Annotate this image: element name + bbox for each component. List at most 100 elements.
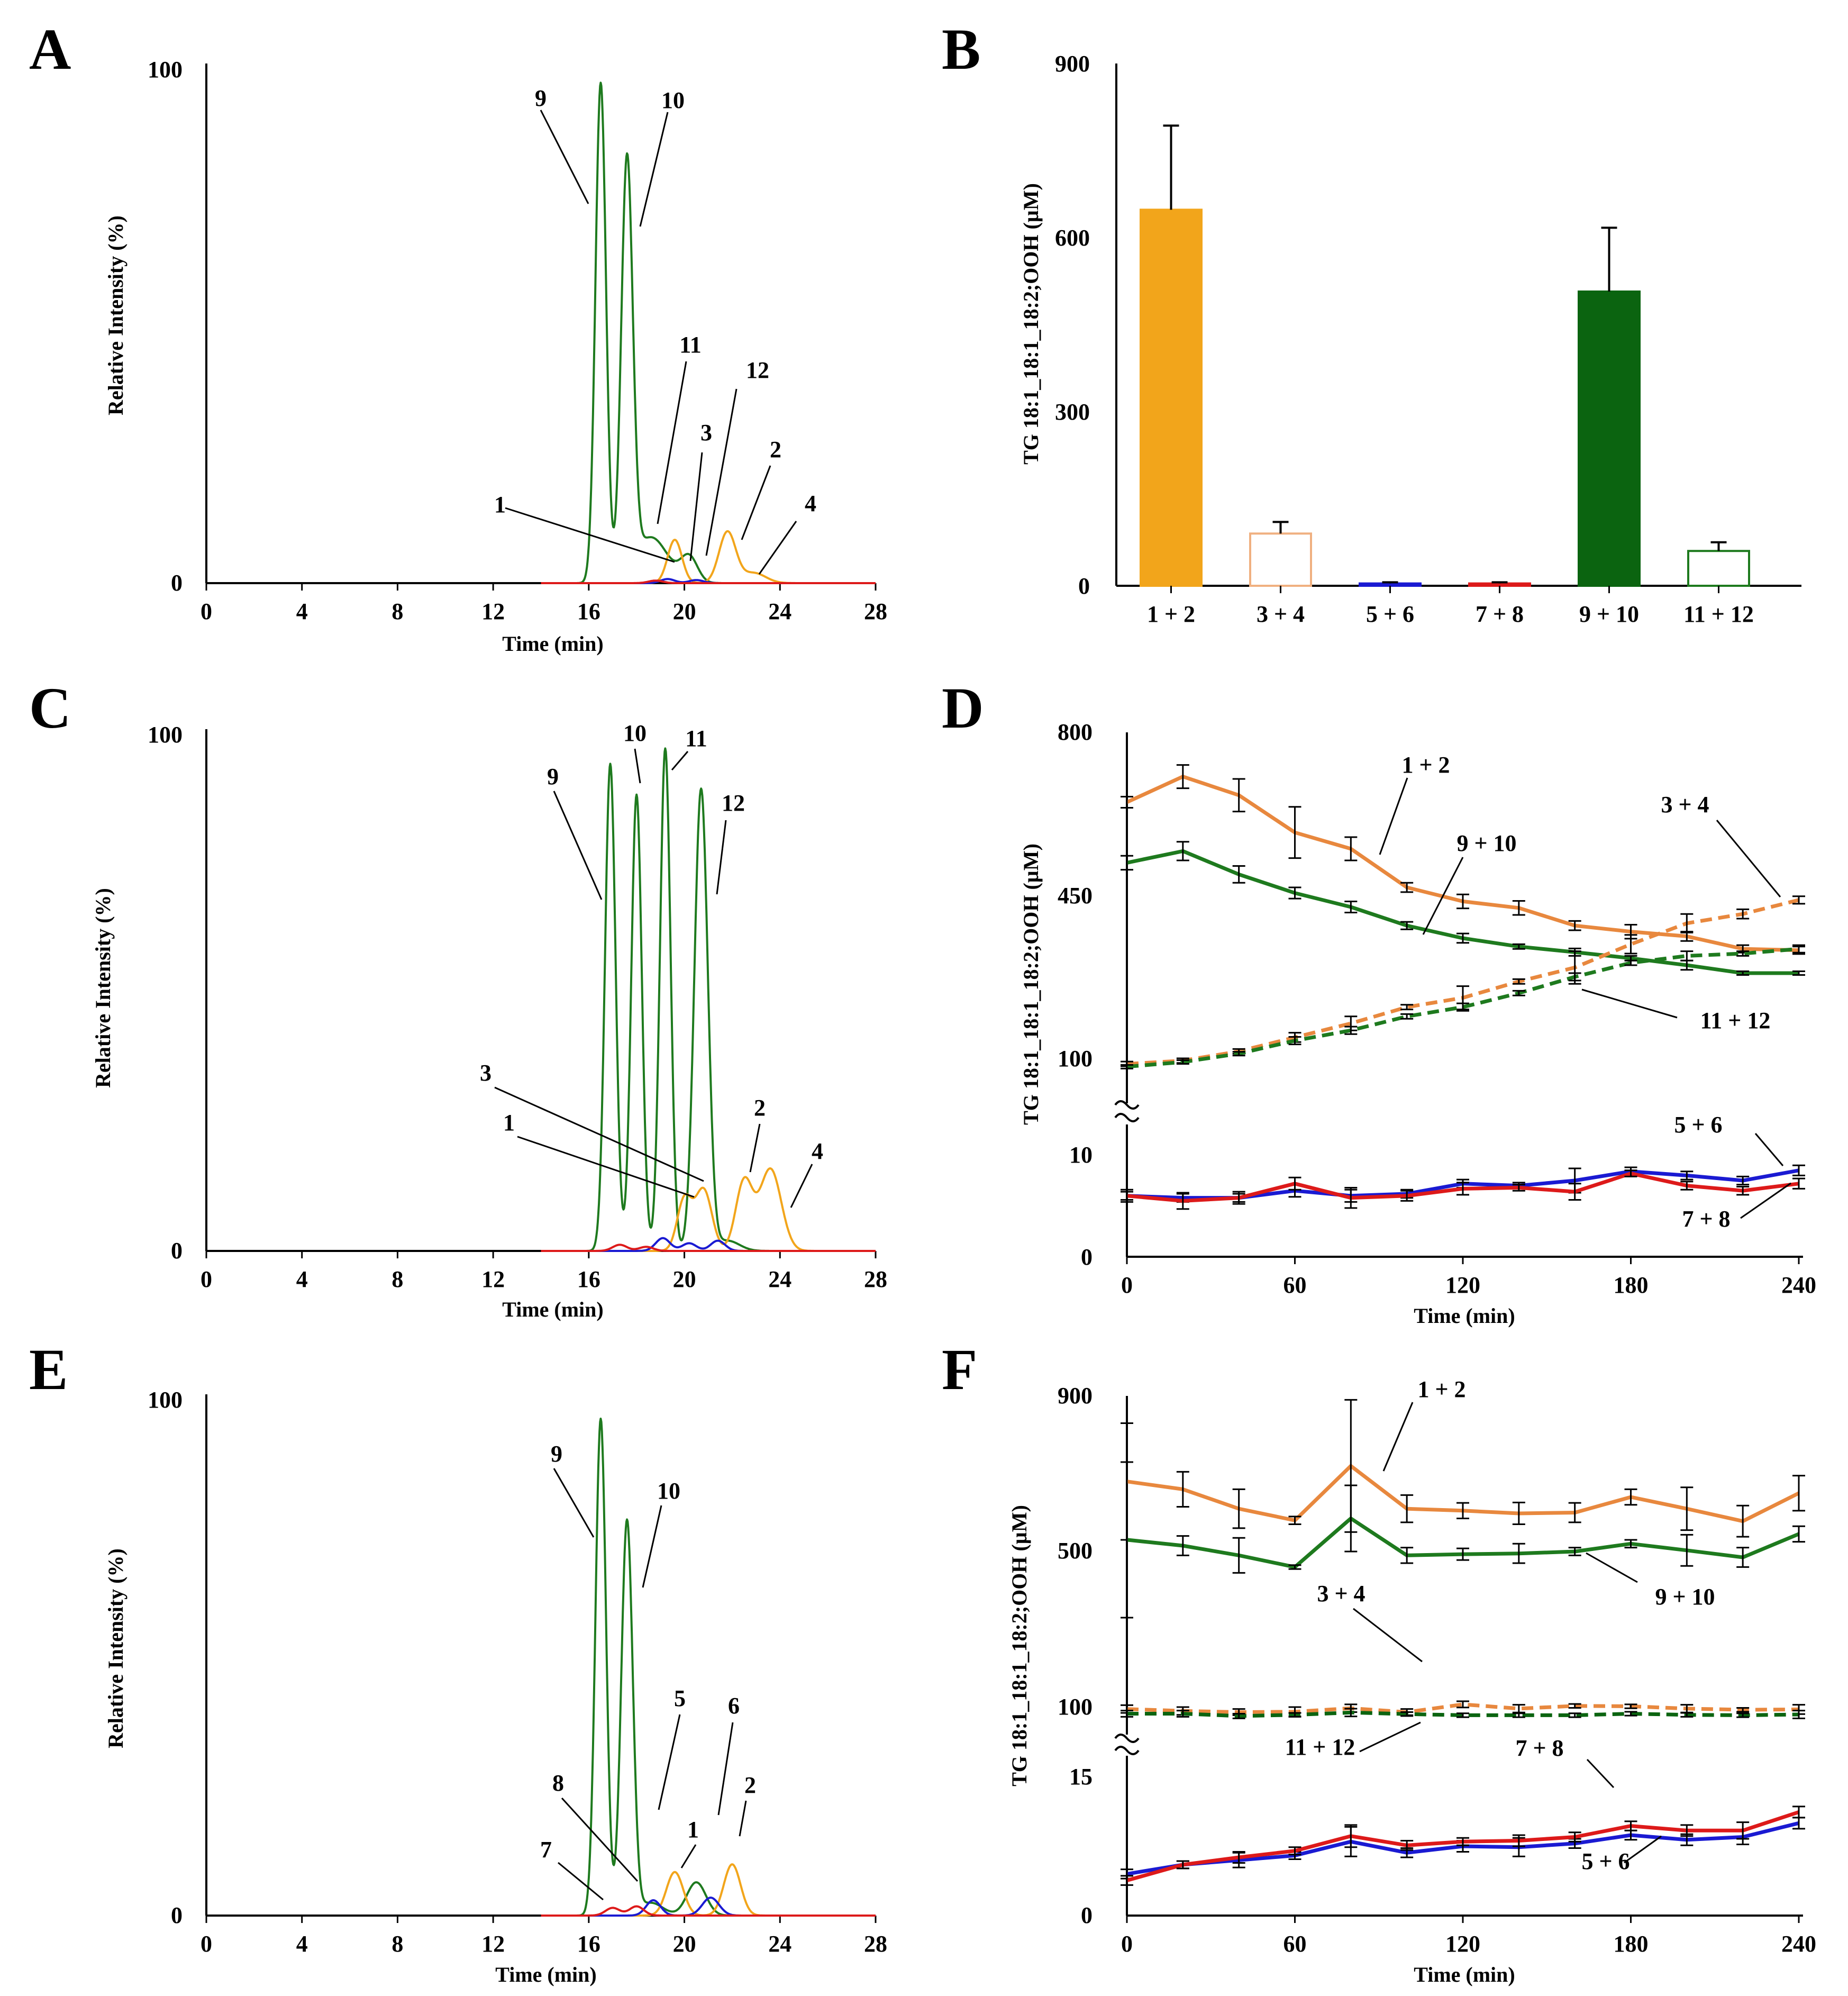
x-tick-label: 28 [864,1266,887,1292]
category-label: 3 + 4 [1257,601,1305,627]
chart-c-annotation: 3 [480,1060,491,1086]
chart-a-xticks: 0 4 8 12 16 20 24 28 [201,583,887,624]
x-tick-label: 8 [392,1266,403,1292]
y-tick-label: 0 [1078,573,1090,599]
chart-f-series-label: 3 + 4 [1317,1581,1365,1607]
category-label: 7 + 8 [1476,601,1524,627]
bar [1140,208,1203,587]
chart-d-ytick: 800 [1058,719,1093,745]
chart-f-series-label: 11 + 12 [1285,1734,1355,1760]
x-tick-label: 20 [673,1931,696,1957]
chart-c-xlabel: Time (min) [502,1298,603,1321]
chart-c-annotation: 9 [547,764,559,790]
chart-f: 900 500 100 15 0 TG 18:1_18:1_18:2;OOH (… [1007,1376,1816,1986]
chart-d-series-label: 1 + 2 [1401,752,1450,778]
chart-d-xticks: 0 60 120 180 240 [1121,1257,1816,1298]
x-tick-label: 4 [296,1266,308,1292]
chart-f-series [1121,1399,1805,1886]
chart-e-ylabel: Relative Intensity (%) [104,1548,128,1748]
chart-d-series-label: 9 + 10 [1456,830,1516,856]
chart-c-traces [540,747,876,1252]
chart-a-annotation: 9 [535,85,547,111]
x-tick-label: 240 [1781,1272,1816,1298]
chart-d-series-label: 7 + 8 [1682,1206,1730,1232]
chart-f-ytick: 0 [1081,1902,1093,1928]
chart-e-annotation: 1 [687,1817,699,1843]
chart-c-annotation: 1 [503,1110,515,1136]
x-tick-label: 180 [1614,1272,1649,1298]
chart-d-series-label: 3 + 4 [1661,792,1709,818]
x-tick-label: 0 [201,598,212,624]
chart-a-annotation: 10 [661,87,685,113]
chart-a-xlabel: Time (min) [502,632,603,656]
x-tick-label: 8 [392,1931,403,1957]
chart-a-leader-lines [505,110,797,575]
chart-f-ytick: 500 [1058,1538,1093,1564]
x-tick-label: 0 [201,1931,212,1957]
x-tick-label: 20 [673,598,696,624]
chart-e-annotation: 9 [551,1441,562,1467]
chart-e-annotation: 2 [744,1772,756,1798]
chart-b-ylabel: TG 18:1_18:1_18:2;OOH (µM) [1019,183,1043,465]
panel-label-d: D [942,676,984,740]
category-label: 11 + 12 [1683,601,1754,627]
chart-a-annotation: 3 [700,420,712,446]
chart-d-ytick: 100 [1058,1046,1093,1072]
x-tick-label: 180 [1614,1931,1649,1957]
x-tick-label: 24 [768,1931,791,1957]
chart-f-xlabel: Time (min) [1414,1963,1515,1986]
chart-d-series [1121,764,1805,1210]
chart-f-xticks: 0 60 120 180 240 [1121,1916,1816,1957]
chart-c-ylabel: Relative Intensity (%) [91,888,115,1088]
chart-e-annotation: 6 [728,1693,740,1719]
chart-c-leader-lines [494,748,813,1208]
chart-f-series-label: 9 + 10 [1655,1584,1715,1610]
x-tick-label: 4 [296,598,308,624]
x-tick-label: 16 [577,1931,600,1957]
panel-label-f: F [942,1337,977,1402]
trace-green [540,81,876,584]
chart-f-ytick: 900 [1058,1383,1093,1409]
x-tick-label: 12 [481,1931,505,1957]
x-tick-label: 60 [1283,1272,1307,1298]
x-tick-label: 16 [577,598,600,624]
trace-red [540,1244,876,1252]
x-tick-label: 12 [481,598,505,624]
chart-e-leader-lines [553,1468,747,1901]
x-tick-label: 20 [673,1266,696,1292]
x-tick-label: 120 [1445,1272,1480,1298]
chart-c-annotation: 11 [685,725,707,751]
chart-a-annotation: 11 [679,332,702,358]
x-tick-label: 120 [1445,1931,1480,1957]
chart-f-leader-lines [1353,1402,1662,1864]
chart-c-xticks: 0 4 8 12 16 20 24 28 [201,1251,887,1292]
chart-a-traces [540,81,876,584]
chart-d-axis-break-icon [1114,1100,1140,1122]
panel-label-a: A [29,17,71,81]
chart-d-ytick: 0 [1081,1244,1093,1270]
chart-c-annotation: 10 [623,720,647,746]
chart-c-ytick: 100 [148,722,183,748]
category-label: 1 + 2 [1147,601,1195,627]
panel-label-b: B [942,17,980,81]
chart-a: 100 0 Relative Intensity (%) Time (min) … [104,57,887,656]
chart-d-series-label: 5 + 6 [1674,1112,1722,1138]
y-tick-label: 300 [1055,399,1090,425]
chart-a-ytick: 0 [171,570,183,596]
x-tick-label: 12 [481,1266,505,1292]
trace-orange [540,530,876,584]
chart-a-ylabel: Relative Intensity (%) [104,215,128,415]
chart-e-annotation: 7 [540,1837,552,1863]
chart-d-leader-lines [1379,777,1791,1219]
chart-e-ytick: 0 [171,1902,183,1928]
x-tick-label: 0 [1121,1272,1133,1298]
x-tick-label: 8 [392,598,403,624]
category-label: 5 + 6 [1366,601,1414,627]
trace-orange [540,1167,876,1252]
chart-d-ytick: 450 [1058,883,1093,909]
chart-e-xticks: 0 4 8 12 16 20 24 28 [201,1916,887,1957]
x-tick-label: 24 [768,1266,791,1292]
chart-b-bars: 1 + 2 3 + 4 5 + 6 7 + 8 9 + 10 11 + 12 [1140,124,1754,627]
bar [1359,582,1422,587]
chart-e-annotation: 8 [552,1770,564,1796]
